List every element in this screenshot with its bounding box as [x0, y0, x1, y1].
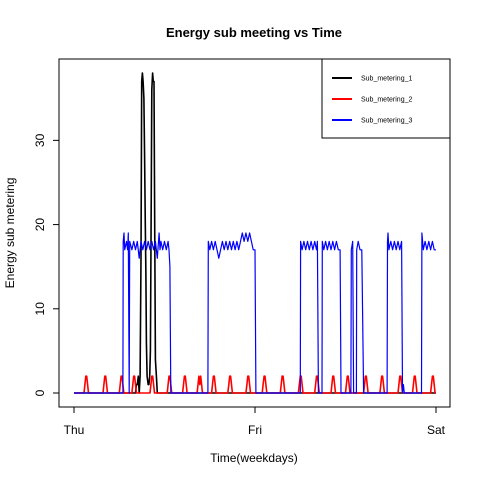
series-group	[74, 72, 436, 394]
y-tick-label: 30	[33, 133, 47, 147]
x-axis-label: Time(weekdays)	[210, 451, 298, 465]
y-tick-label: 10	[33, 302, 47, 316]
series-line-sub-metering-3	[74, 232, 436, 394]
x-tick-label: Sat	[427, 423, 446, 437]
series-line-sub-metering-2	[74, 375, 436, 394]
x-axis: Thu Fri Sat	[64, 406, 446, 437]
x-tick-label: Thu	[64, 423, 85, 437]
x-tick-label: Fri	[248, 423, 262, 437]
chart-title: Energy sub meeting vs Time	[166, 25, 342, 40]
legend-label: Sub_metering_3	[361, 118, 412, 125]
legend-label: Sub_metering_1	[361, 76, 412, 83]
legend-label: Sub_metering_2	[361, 97, 412, 104]
legend: Sub_metering_1 Sub_metering_2 Sub_metering…	[321, 58, 451, 139]
y-axis-label: Energy sub metering	[3, 178, 17, 289]
y-tick-label: 0	[33, 389, 47, 396]
y-tick-label: 20	[33, 218, 47, 232]
y-axis: 0 10 20 30	[33, 133, 60, 396]
